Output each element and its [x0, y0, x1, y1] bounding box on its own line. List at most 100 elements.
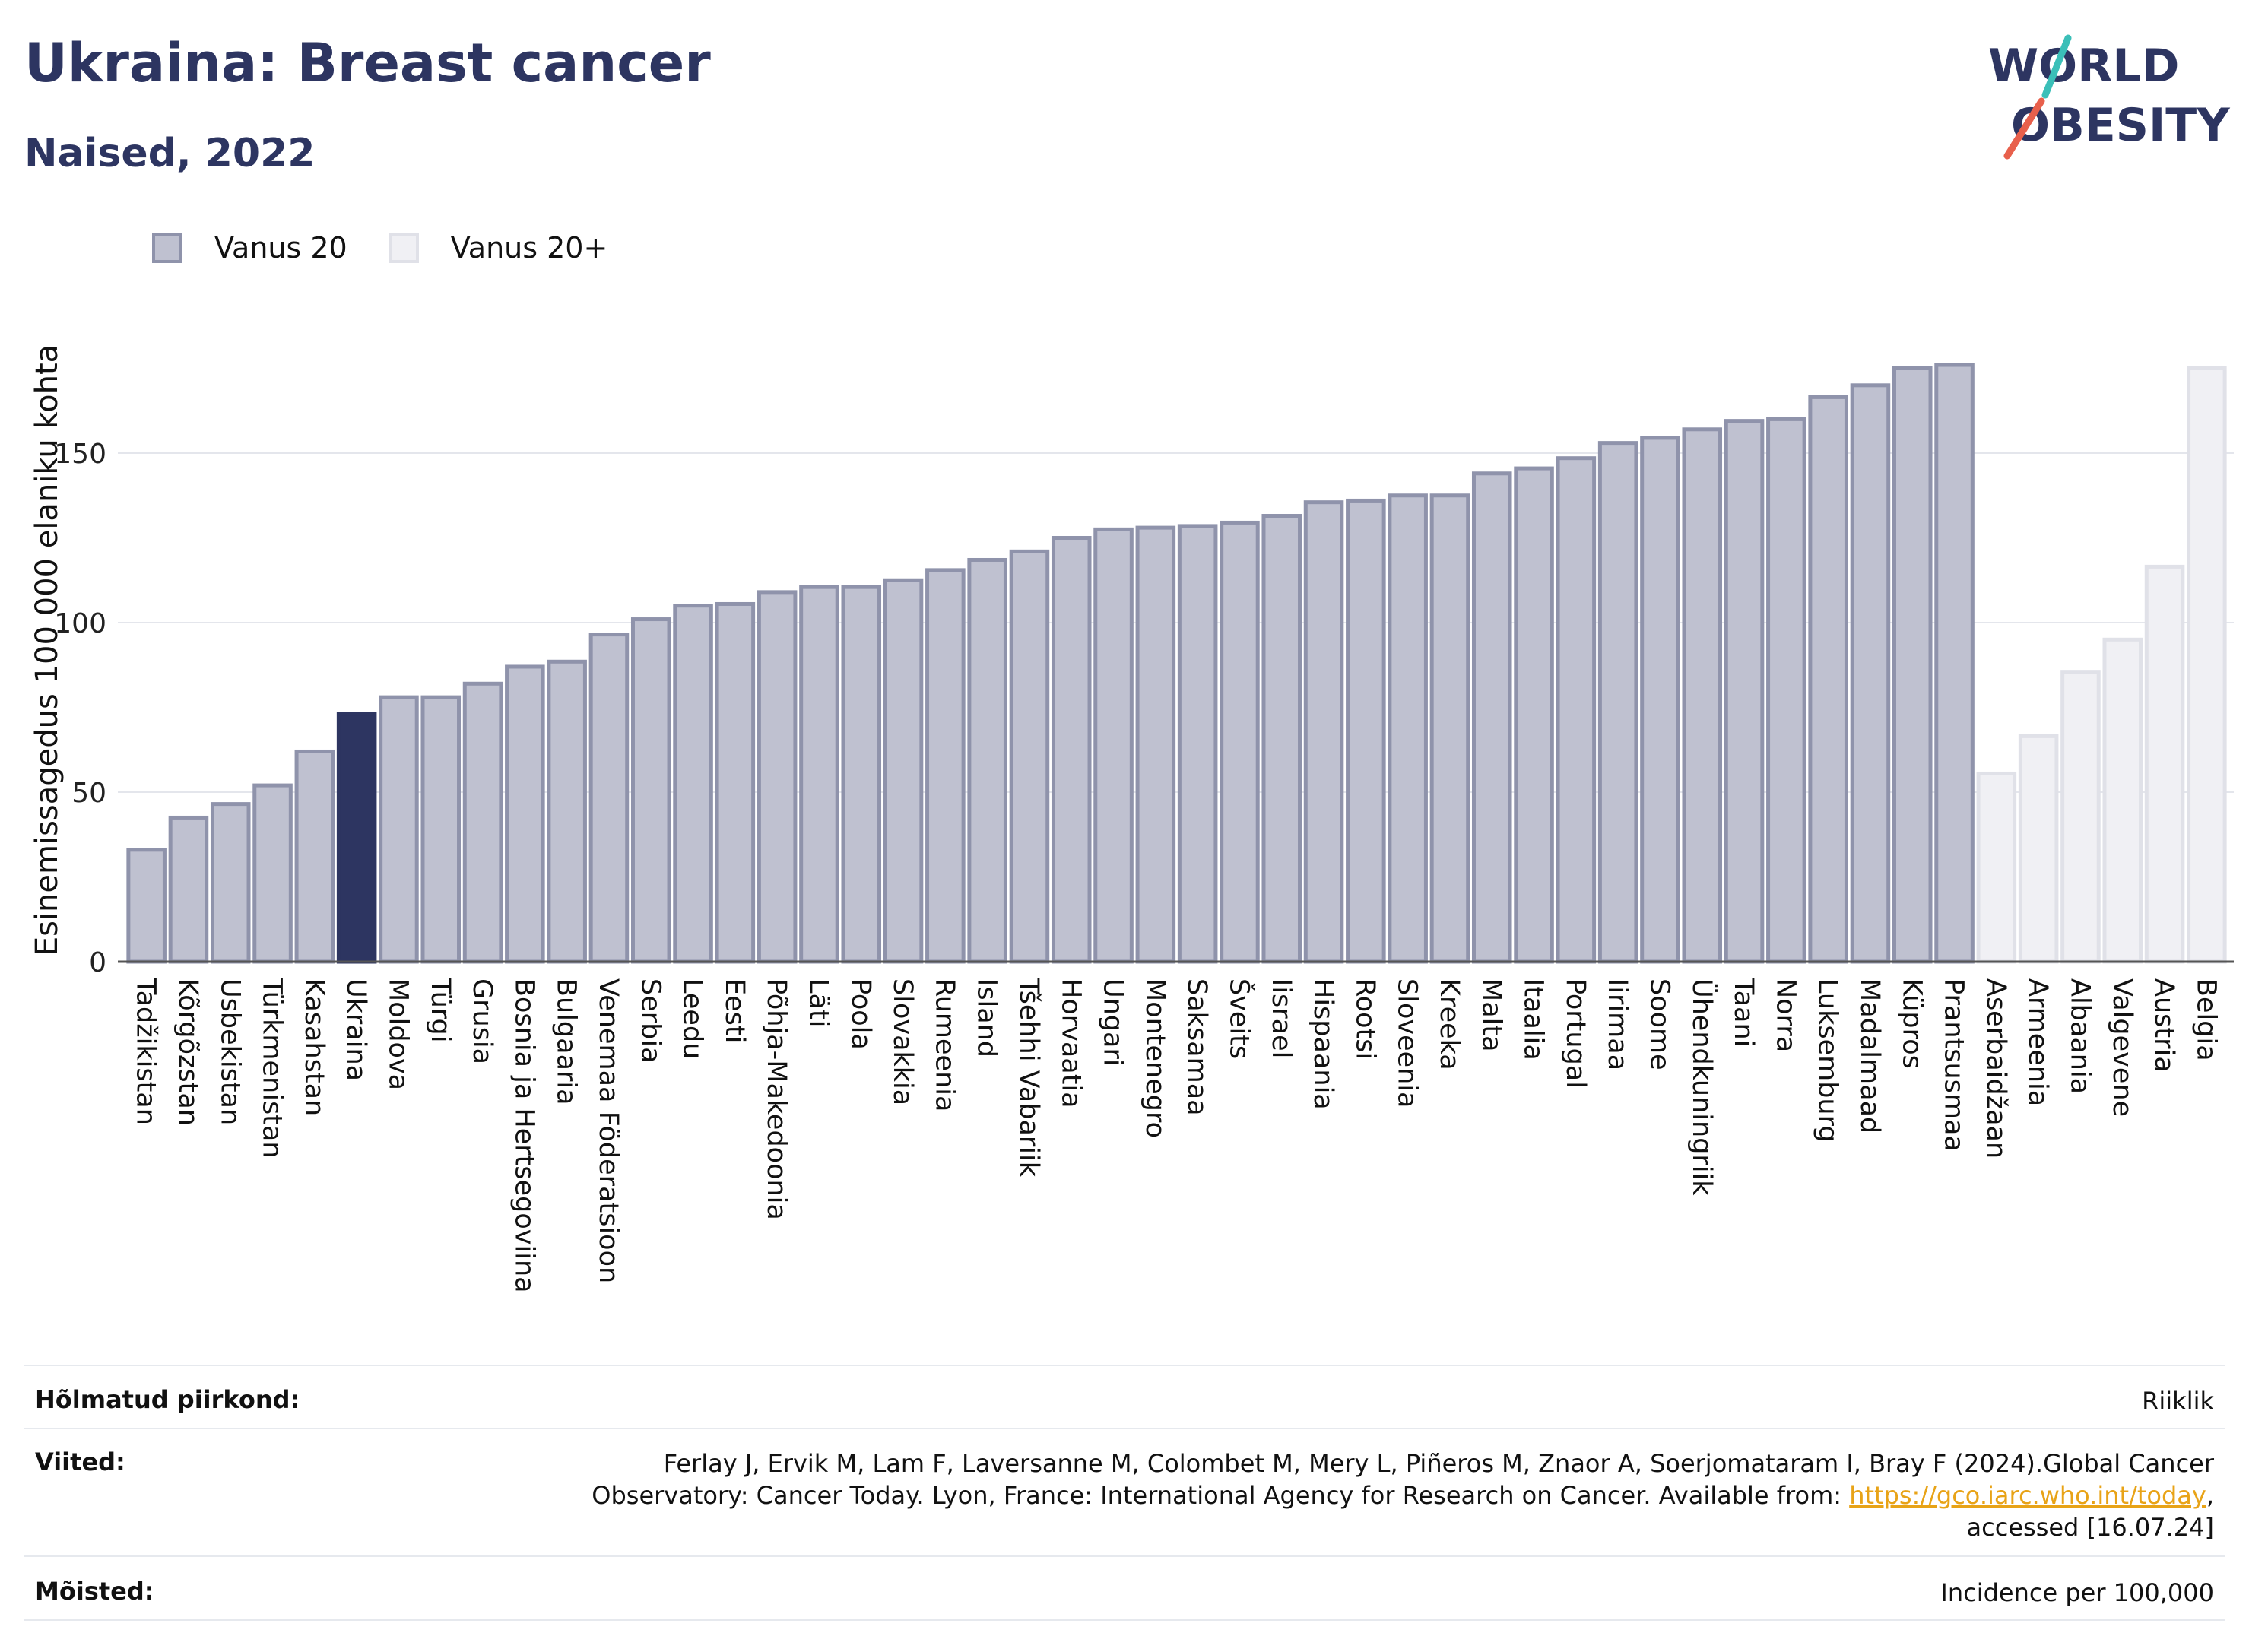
- bar-põhja-makedoonia[interactable]: [757, 590, 798, 964]
- bar-türgi[interactable]: [420, 695, 462, 964]
- x-tick-label: Ungari: [1098, 978, 1128, 1067]
- bar-ukraina[interactable]: [336, 712, 377, 964]
- bar-island[interactable]: [967, 557, 1007, 964]
- bar-aserbaidžaan[interactable]: [1976, 771, 2017, 964]
- bar-saksamaa[interactable]: [1177, 524, 1218, 964]
- reference-line-3: accessed [16.07.24]: [1966, 1513, 2214, 1542]
- legend-item-vanus-20[interactable]: Vanus 20: [152, 231, 347, 265]
- bar-austria[interactable]: [2144, 564, 2185, 964]
- x-tick-label: Bosnia ja Hertsegoviina: [509, 978, 539, 1293]
- bar-montenegro[interactable]: [1135, 525, 1176, 964]
- svg-text:WORLD: WORLD: [1988, 40, 2179, 93]
- bar-eesti[interactable]: [715, 601, 756, 964]
- meta-label: Mõisted:: [35, 1577, 154, 1606]
- bar-tšehhi-vabariik[interactable]: [1009, 549, 1050, 964]
- x-tick-label: Rumeenia: [929, 978, 960, 1111]
- x-tick-label: Valgevene: [2107, 978, 2137, 1117]
- x-tick-label: Läti: [803, 978, 833, 1027]
- bar-bulgaaria[interactable]: [547, 659, 587, 964]
- reference-link[interactable]: https://gco.iarc.who.int/today: [1849, 1481, 2206, 1510]
- bar-luksemburg[interactable]: [1808, 395, 1848, 964]
- bar-leedu[interactable]: [673, 604, 713, 964]
- bar-armeenia[interactable]: [2018, 734, 2059, 964]
- bar-poola[interactable]: [841, 585, 882, 964]
- meta-value: Ferlay J, Ervik M, Lam F, Laversanne M, …: [592, 1447, 2214, 1543]
- bar-iisrael[interactable]: [1261, 514, 1302, 964]
- x-tick-label: Küpros: [1896, 978, 1927, 1069]
- x-tick-label: Põhja-Makedoonia: [761, 978, 791, 1220]
- bar-malta[interactable]: [1471, 471, 1512, 964]
- x-tick-label: Saksamaa: [1182, 978, 1212, 1116]
- bar-belgia[interactable]: [2187, 366, 2227, 964]
- x-tick-label: Hispaania: [1308, 978, 1338, 1110]
- x-tick-label: Venemaa Föderatsioon: [593, 978, 623, 1283]
- bar-bosnia-ja-hertsegoviina[interactable]: [505, 664, 545, 964]
- bar-horvaatia[interactable]: [1051, 536, 1092, 964]
- bar-läti[interactable]: [799, 585, 839, 964]
- reference-line-1: Ferlay J, Ervik M, Lam F, Laversanne M, …: [663, 1449, 2214, 1478]
- bar-albaania[interactable]: [2060, 670, 2101, 964]
- bar-usbekistan[interactable]: [210, 802, 251, 964]
- legend-label: Vanus 20: [214, 231, 347, 265]
- bar-kõrgõzstan[interactable]: [168, 815, 209, 964]
- bar-slovakkia[interactable]: [883, 578, 924, 964]
- x-tick-label: Usbekistan: [214, 978, 245, 1125]
- x-tick-label: Iirimaa: [1602, 978, 1632, 1070]
- x-tick-label: Ühendkuningriik: [1686, 978, 1718, 1196]
- y-tick-label: 50: [71, 778, 106, 809]
- x-tick-label: Tadžikistan: [131, 978, 161, 1125]
- x-tick-label: Ukraina: [341, 978, 371, 1081]
- x-tick-label: Belgia: [2190, 978, 2221, 1061]
- meta-value: Incidence per 100,000: [1940, 1578, 2214, 1607]
- x-tick-label: Serbia: [635, 978, 665, 1064]
- x-tick-label: Taani: [1728, 978, 1759, 1047]
- x-tick-label: Montenegro: [1140, 978, 1170, 1138]
- legend-label: Vanus 20+: [450, 231, 608, 265]
- bar-venemaa-föderatsioon[interactable]: [588, 633, 630, 964]
- bar-ühendkuningriik[interactable]: [1682, 427, 1723, 964]
- bar-rumeenia[interactable]: [925, 568, 966, 964]
- bar-itaalia[interactable]: [1514, 466, 1554, 964]
- bar-moldova[interactable]: [379, 695, 419, 964]
- bar-küpros[interactable]: [1892, 366, 1933, 964]
- bar-prantsusmaa[interactable]: [1934, 363, 1975, 964]
- bar-norra[interactable]: [1766, 417, 1806, 964]
- bar-sloveenia[interactable]: [1388, 493, 1428, 964]
- bar-kasahstan[interactable]: [294, 749, 335, 964]
- bar-šveits[interactable]: [1220, 520, 1260, 964]
- x-tick-label: Island: [972, 978, 1002, 1057]
- bar-ungari[interactable]: [1093, 527, 1134, 964]
- bar-türkmenistan[interactable]: [252, 783, 293, 964]
- bar-hispaania[interactable]: [1303, 500, 1344, 964]
- bar-serbia[interactable]: [630, 617, 671, 964]
- meta-value: Riiklik: [2142, 1387, 2214, 1416]
- bar-valgevene[interactable]: [2102, 637, 2143, 964]
- x-tick-label: Malta: [1476, 978, 1506, 1052]
- x-tick-label: Kasahstan: [299, 978, 329, 1116]
- x-tick-label: Eesti: [719, 978, 750, 1043]
- bar-kreeka[interactable]: [1429, 493, 1470, 964]
- bar-grusia[interactable]: [462, 681, 503, 964]
- x-tick-label: Iisrael: [1266, 978, 1296, 1058]
- y-tick-label: 100: [54, 608, 106, 639]
- world-obesity-logo: WORLD OBESITY: [1988, 34, 2231, 160]
- svg-text:OBESITY: OBESITY: [2011, 99, 2231, 152]
- bar-soome[interactable]: [1640, 436, 1680, 964]
- x-tick-label: Slovakkia: [887, 978, 918, 1105]
- bar-portugal[interactable]: [1556, 456, 1597, 964]
- x-tick-label: Poola: [845, 978, 876, 1050]
- bar-tadžikistan[interactable]: [126, 848, 167, 964]
- bar-taani[interactable]: [1724, 419, 1765, 964]
- x-tick-label: Luksemburg: [1813, 978, 1843, 1143]
- x-tick-label: Türgi: [425, 978, 455, 1042]
- bar-rootsi[interactable]: [1346, 498, 1386, 964]
- x-tick-label: Sloveenia: [1392, 978, 1423, 1108]
- x-tick-label: Kõrgõzstan: [173, 978, 203, 1126]
- legend-item-vanus-20-plus[interactable]: Vanus 20+: [388, 231, 608, 265]
- x-tick-label: Šveits: [1223, 978, 1255, 1059]
- bar-iirimaa[interactable]: [1597, 441, 1638, 964]
- bar-madalmaad[interactable]: [1850, 383, 1891, 964]
- y-tick-label: 0: [89, 947, 106, 978]
- y-axis-label: Esinemissagedus 100 000 elaniku kohta: [30, 344, 65, 956]
